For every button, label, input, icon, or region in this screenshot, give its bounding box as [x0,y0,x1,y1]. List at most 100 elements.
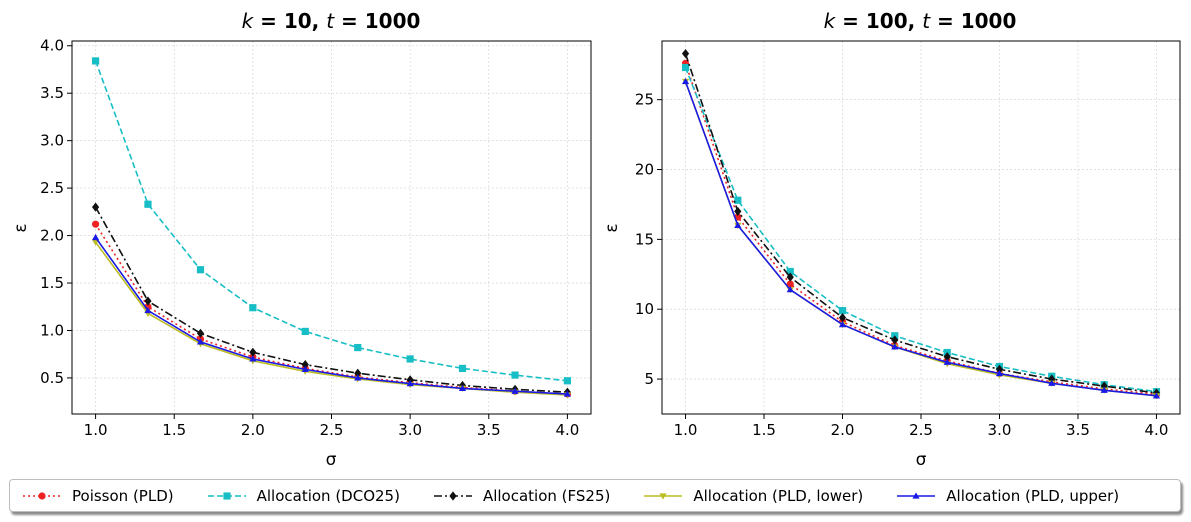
right-fs25-point [838,313,847,323]
x-tick-label: 1.0 [84,421,108,439]
legend-swatch-fs25 [433,490,472,501]
legend-swatch-marker [449,490,457,501]
left-dco25-point [458,364,467,373]
x-tick-label: 2.0 [241,421,265,439]
x-tick-label: 4.0 [1145,421,1169,439]
left-x-axis-label: σ [326,450,337,470]
right-pld-upper-point [891,343,899,350]
right-fs25-point [891,335,899,345]
legend-swatch-pld-upper [897,491,936,499]
x-tick-label: 3.0 [988,421,1012,439]
right-pld-upper-point [995,369,1004,377]
left-fs25-point [144,296,152,306]
y-tick-label: 1.0 [40,321,64,339]
right-pld-upper-point [838,320,847,328]
x-tick-label: 4.0 [555,421,579,439]
left-poisson-point [91,220,100,228]
y-tick-label: 3.5 [40,84,64,102]
left-dco25-point [301,327,309,336]
right-pld-upper-point [786,286,794,293]
y-tick-label: 5 [644,370,654,388]
legend-label-fs25: Allocation (FS25) [482,486,611,505]
left-fs25-point [249,347,257,357]
x-tick-label: 3.5 [1066,421,1090,439]
left-fs25-point [354,368,362,378]
legend-label-pld-lower: Allocation (PLD, lower) [693,486,864,505]
left-pld-upper-point [144,306,152,314]
left-pld-upper-point [91,233,100,241]
legend-label-poisson: Poisson (PLD) [72,486,174,505]
right-fs25-point [943,352,951,362]
left-dco25-point [354,343,362,352]
right-fs25-point [734,206,742,217]
legend-swatch-marker [912,491,920,499]
right-dco25-point [734,196,742,204]
left-pld-upper-point [301,365,309,372]
legend-swatch-pld-lower [644,492,683,500]
right-series-line-poisson [684,63,1157,396]
left-pld-upper-point [458,384,467,391]
x-tick-label: 2.0 [831,421,855,439]
left-series-line-pld-upper [94,237,568,395]
legend-swatch-marker [223,491,231,500]
left-dco25-point [249,304,257,312]
right-series-line-pld-upper [684,81,1157,397]
right-y-axis-label: ε [602,223,622,232]
left-dco25-point [196,266,205,274]
y-tick-label: 10 [635,300,654,318]
x-tick-label: 3.0 [398,421,422,439]
x-tick-label: 1.5 [752,421,776,439]
left-dco25-point [406,355,414,363]
left-fs25-point [406,375,414,385]
right-pld-upper-point [943,358,951,365]
legend-swatch-marker [38,491,46,500]
left-series-line-poisson [94,223,568,395]
legend-swatch-poisson [23,491,61,500]
legend-item-fs25: Allocation (FS25) [433,480,610,511]
left-pld-upper-point [511,387,519,394]
left-dco25-point [511,371,519,379]
x-tick-label: 3.5 [477,421,501,439]
left-pld-upper-point [406,380,414,387]
right-x-axis-label: σ [916,450,927,470]
legend-item-pld-lower: Allocation (PLD, lower) [643,480,863,511]
left-series-line-dco25 [94,60,568,382]
left-fs25-point [301,360,309,370]
left-y-axis-label: ε [11,223,31,232]
legend-item-poisson: Poisson (PLD) [22,480,174,511]
left-pld-upper-point [563,390,572,397]
left-series-line-fs25 [94,206,568,393]
left-pld-upper-point [249,355,257,362]
left-dco25-point [563,377,572,385]
y-tick-label: 20 [635,161,654,179]
x-tick-label: 2.5 [320,421,344,439]
right-pld-upper-point [681,77,690,85]
legend-swatch-dco25 [207,491,246,500]
legend-item-pld-upper: Allocation (PLD, upper) [896,480,1119,511]
y-tick-label: 3.0 [40,132,64,150]
right-pld-upper-point [1100,386,1108,393]
left-chart-title: k = 10, t = 1000 [242,9,421,33]
left-pld-upper-point [354,374,362,381]
y-tick-label: 2.5 [40,179,64,197]
y-tick-label: 1.5 [40,274,64,292]
x-tick-label: 1.0 [674,421,698,439]
legend-swatch-marker [659,492,667,500]
left-fs25-point [91,202,100,212]
right-dco25-point [838,307,847,315]
right-fs25-point [786,272,794,282]
y-tick-label: 0.5 [40,369,64,387]
left-pld-upper-point [196,338,205,345]
figure: k = 10, t = 1000 1.0 1.5 2.0 2.5 3.0 3.5 4.0 0.… [11,9,1181,470]
right-pld-upper-point [1048,379,1056,386]
right-chart-title: k = 100, t = 1000 [824,9,1017,33]
right-pld-upper-point [1152,392,1161,399]
legend: Poisson (PLD) Allocation (DCO25) Allocat… [9,479,1181,512]
right-chart: k = 100, t = 1000 1.0 1.5 2.0 2.5 3.0 3.5 4.0 5… [602,9,1181,470]
right-dco25-point [681,63,690,72]
y-tick-label: 2.0 [40,227,64,245]
y-tick-label: 25 [635,91,654,109]
left-chart: k = 10, t = 1000 1.0 1.5 2.0 2.5 3.0 3.5 4.0 0.… [11,9,592,470]
left-dco25-point [144,200,152,208]
y-tick-label: 4.0 [40,37,64,55]
